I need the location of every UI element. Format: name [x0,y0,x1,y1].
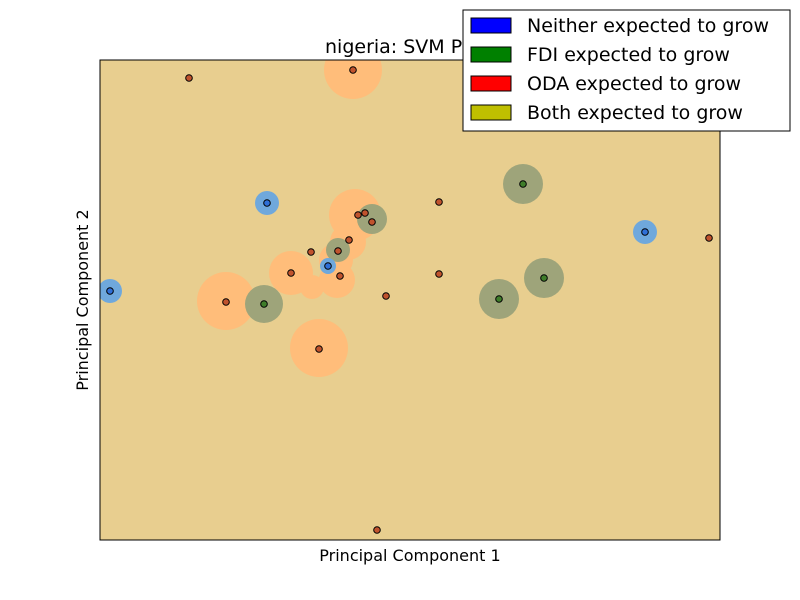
data-point [315,345,323,353]
data-point [368,218,376,226]
data-point [324,262,332,270]
data-point [307,248,315,256]
x-axis-label: Principal Component 1 [319,546,500,565]
data-point [495,295,503,303]
data-point [334,247,342,255]
legend-label: FDI expected to grow [527,44,730,66]
data-point [336,272,344,280]
data-point [106,287,114,295]
data-point [361,209,369,217]
data-point [260,300,268,308]
region-oda [324,60,382,99]
plot-frame [99,59,721,541]
legend-label: Both expected to grow [527,102,743,124]
data-point [373,526,381,534]
legend-swatch [470,46,512,63]
legend-entries: Neither expected to grow FDI expected to … [470,15,769,124]
legend-swatch [470,75,512,92]
chart-title: nigeria: SVM P [325,36,462,58]
data-point [185,74,193,82]
data-point [287,269,295,277]
region-oda [300,275,324,299]
data-point [435,270,443,278]
data-point [382,292,390,300]
data-point [349,66,357,74]
legend-swatch [470,17,512,34]
data-point [705,234,713,242]
legend-box [462,9,791,132]
y-axis-label: Principal Component 2 [73,209,92,390]
data-point [435,198,443,206]
data-point [345,236,353,244]
data-point [641,228,649,236]
data-point [519,180,527,188]
legend-swatch [470,104,512,121]
legend-label: ODA expected to grow [527,73,741,95]
plot-background [100,60,720,540]
data-point [354,211,362,219]
data-points [106,66,713,534]
legend: Neither expected to grow FDI expected to … [462,9,791,132]
data-point [540,274,548,282]
data-point [222,298,230,306]
data-point [263,199,271,207]
legend-label: Neither expected to grow [527,15,769,37]
